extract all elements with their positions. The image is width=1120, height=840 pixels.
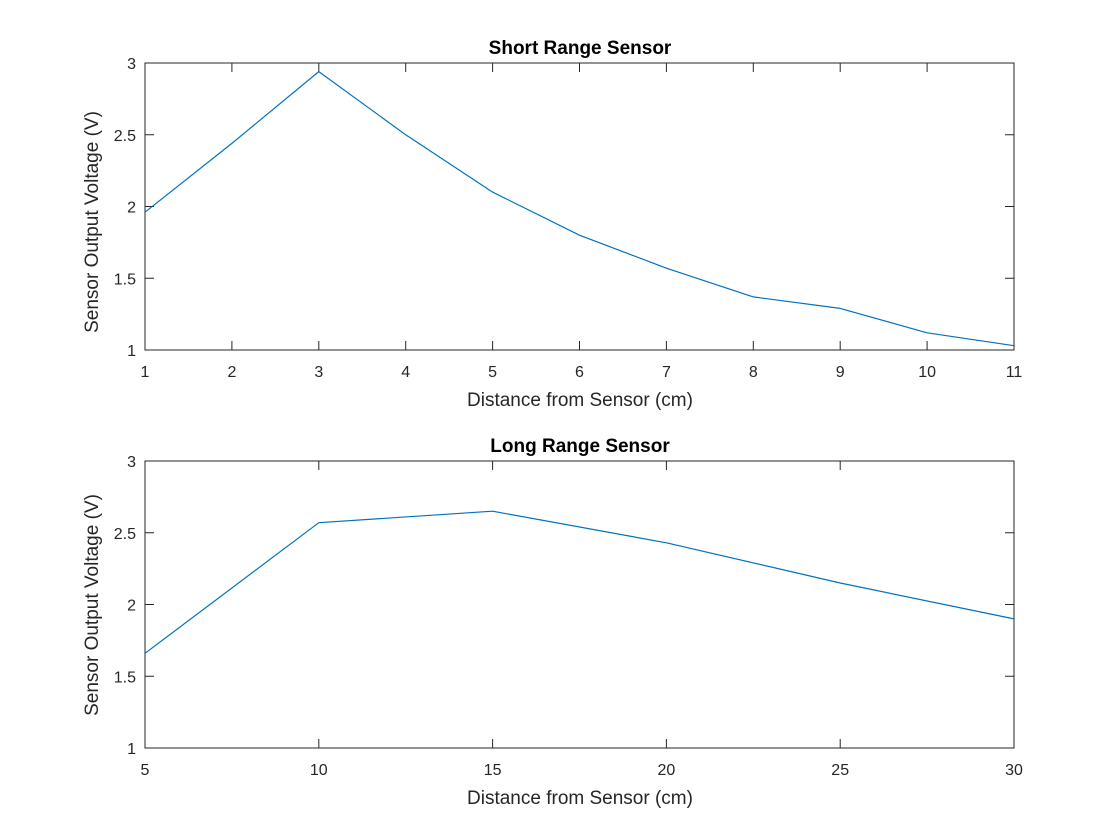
- x-tick-label: 25: [831, 762, 849, 779]
- x-tick-label: 2: [227, 364, 236, 381]
- series-line: [144, 70, 1015, 347]
- x-tick-label: 5: [141, 762, 150, 779]
- long-range-subplot: Long Range Sensor 5 10 15 20 25 30 11.522.53 …: [82, 436, 1023, 809]
- x-tick-label: 15: [484, 762, 502, 779]
- y-tick-label: 1: [127, 343, 136, 360]
- chart-title: Long Range Sensor: [490, 436, 670, 457]
- y-tick-label: 1.5: [114, 271, 136, 288]
- short-range-subplot: Short Range Sensor 1 2 3 4 5 6 7 8 9 10 11 1 1.5 2 2.…: [82, 38, 1022, 411]
- x-tick-label: 10: [310, 762, 328, 779]
- y-tick-label: 1.5: [114, 669, 136, 686]
- x-ticks: 5 10 15 20 25 30: [141, 461, 1023, 779]
- x-tick-label: 11: [1006, 364, 1023, 381]
- chart-title: Short Range Sensor: [489, 38, 672, 59]
- y-ticks: 1 1.5 2 2.5 3: [114, 454, 1014, 758]
- x-tick-label: 9: [836, 364, 845, 381]
- x-tick-label: 1: [141, 364, 150, 381]
- x-tick-label: 10: [918, 364, 936, 381]
- series-group: [144, 70, 1015, 347]
- y-tick-label: 3: [127, 454, 136, 471]
- y-axis-label: Sensor Output Voltage (V): [82, 111, 103, 333]
- x-tick-label: 8: [749, 364, 758, 381]
- x-tick-label: 3: [314, 364, 323, 381]
- y-tick-label: 1: [127, 741, 136, 758]
- y-tick-label: 2: [127, 598, 136, 615]
- x-ticks: 1 2 3 4 5 6 7 8 9 10 11: [141, 63, 1023, 381]
- series-line: [144, 510, 1015, 654]
- x-tick-label: 30: [1005, 762, 1023, 779]
- series-group: [144, 510, 1015, 654]
- x-tick-label: 6: [575, 364, 584, 381]
- x-tick-label: 4: [401, 364, 410, 381]
- x-axis-label: Distance from Sensor (cm): [467, 390, 693, 411]
- y-axis-label: Sensor Output Voltage (V): [82, 494, 103, 716]
- x-tick-label: 5: [488, 364, 497, 381]
- x-tick-label: 7: [662, 364, 671, 381]
- y-ticks: 1 1.5 2 2.5 3: [114, 56, 1014, 360]
- axes-box: [144, 460, 1015, 749]
- y-tick-label: 2: [127, 200, 136, 217]
- x-tick-label: 20: [658, 762, 676, 779]
- x-axis-label: Distance from Sensor (cm): [467, 788, 693, 809]
- y-tick-label: 3: [127, 56, 136, 73]
- y-tick-label: 2.5: [114, 526, 136, 543]
- axes-box: [144, 62, 1015, 351]
- y-tick-label: 2.5: [114, 128, 136, 145]
